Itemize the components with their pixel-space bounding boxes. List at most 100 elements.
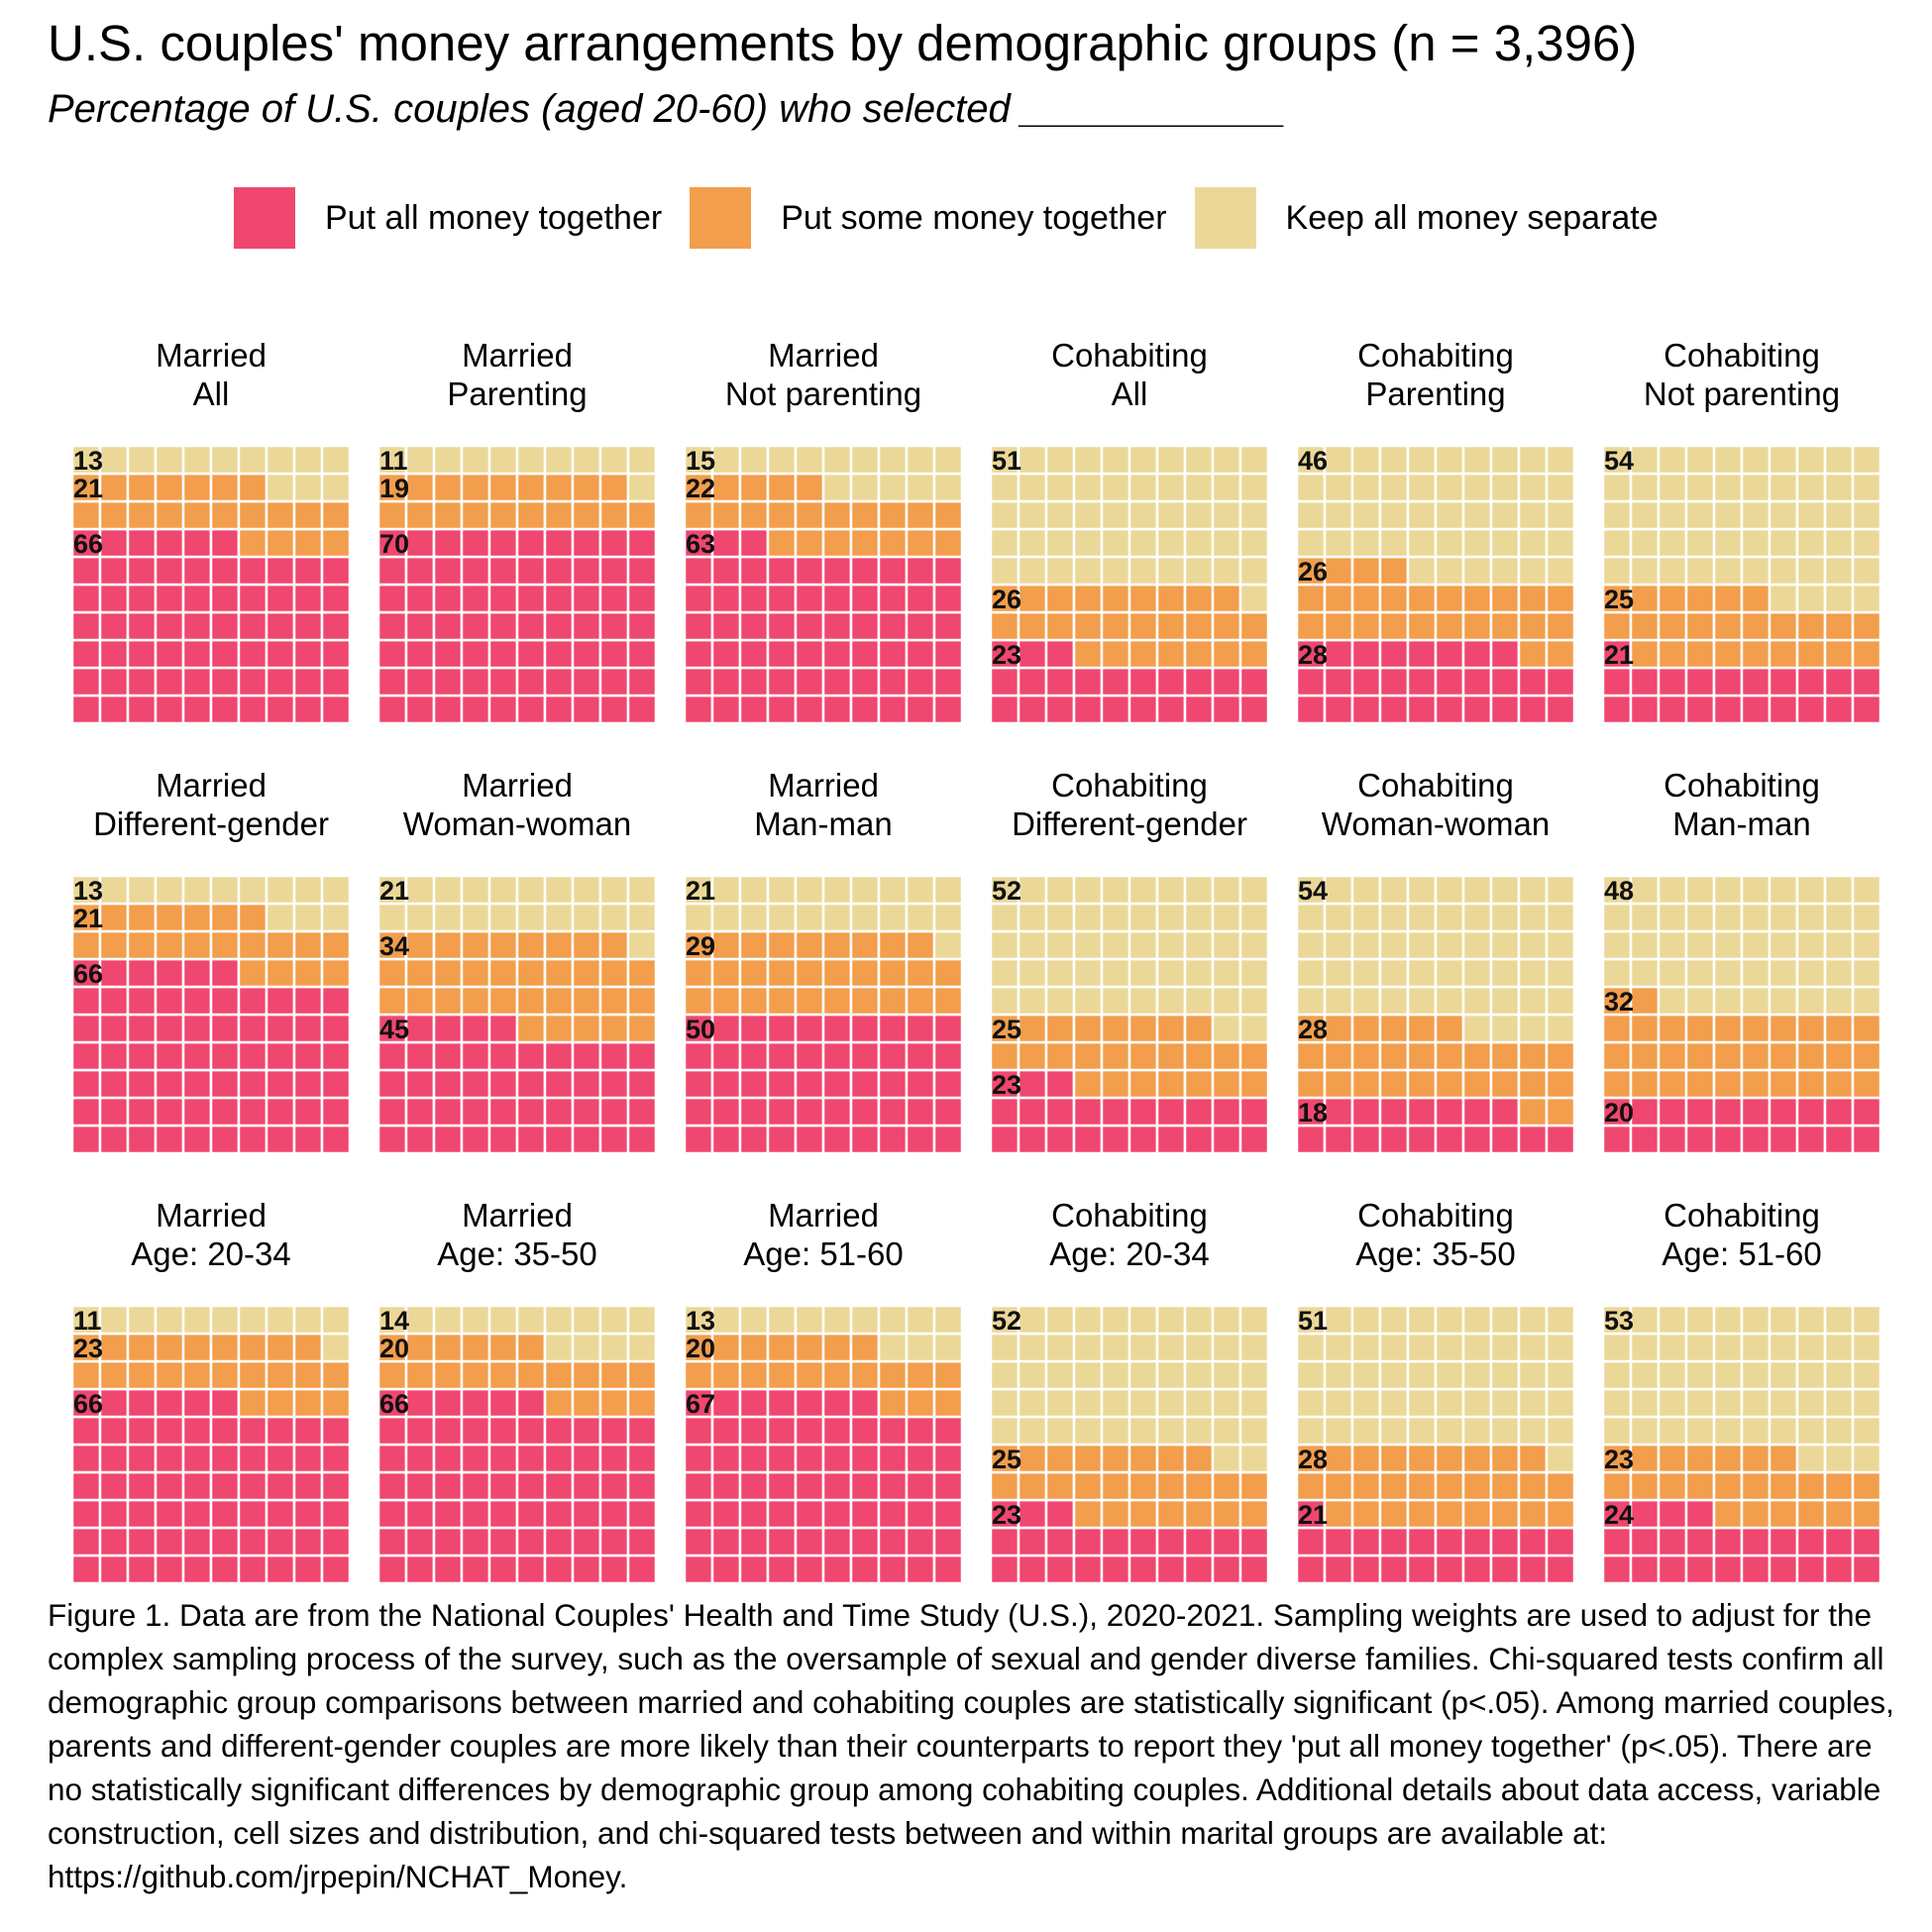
waffle-cell-some-together: [1183, 1013, 1215, 1044]
waffle-cell-all-together: [237, 638, 268, 670]
waffle-cell-some-together: [1295, 1443, 1327, 1474]
waffle-cell-all-together: [598, 666, 630, 698]
legend-item-separate: Keep all money separate: [1194, 187, 1659, 249]
waffle-cell-all-together: [794, 1068, 825, 1100]
waffle-cell-all-together: [626, 1068, 658, 1100]
waffle-cell-all-together: [598, 1415, 630, 1447]
waffle-cell-separate: [1434, 1359, 1465, 1391]
waffle-cell-all-together: [460, 1096, 491, 1127]
panel-title-group: Woman-woman: [403, 805, 631, 842]
waffle-cell-all-together: [432, 527, 464, 559]
waffle-cell-separate: [1740, 499, 1771, 531]
waffle-cell-some-together: [1323, 1068, 1354, 1100]
waffle-cell-some-together: [1044, 1013, 1076, 1044]
waffle-cell-separate: [1044, 1359, 1076, 1391]
waffle-cell-all-together: [1211, 1554, 1242, 1585]
waffle-cell-some-together: [1795, 1068, 1827, 1100]
waffle-cell-some-together: [1629, 1013, 1661, 1044]
waffle-cell-some-together: [626, 985, 658, 1017]
waffle-cell-separate: [1406, 472, 1438, 503]
value-label-all-together: 24: [1604, 1500, 1634, 1530]
waffle-cell-some-together: [1823, 638, 1855, 670]
waffle-cell-separate: [1155, 929, 1187, 961]
waffle-cell-all-together: [1768, 694, 1799, 725]
waffle-cell-all-together: [877, 666, 909, 698]
waffle-cell-all-together: [292, 1415, 324, 1447]
waffle-cell-some-together: [598, 1013, 630, 1044]
waffle-cell-all-together: [98, 1124, 130, 1155]
waffle-cell-separate: [1238, 1332, 1270, 1363]
waffle-cell-separate: [1823, 874, 1855, 906]
waffle-cell-all-together: [1768, 1124, 1799, 1155]
waffle-cell-separate: [98, 444, 130, 476]
waffle-cell-all-together: [1434, 694, 1465, 725]
waffle-cell-all-together: [1740, 1526, 1771, 1557]
waffle-cell-separate: [1155, 1387, 1187, 1419]
waffle-cell-separate: [1238, 1304, 1270, 1336]
waffle-cell-all-together: [98, 1013, 130, 1044]
waffle-cell-some-together: [126, 499, 158, 531]
waffle-cell-some-together: [1629, 1443, 1661, 1474]
waffle-cell-all-together: [1823, 666, 1855, 698]
waffle-cell-all-together: [320, 985, 352, 1017]
waffle-cell-all-together: [877, 1554, 909, 1585]
waffle-cell-separate: [1740, 555, 1771, 587]
waffle-cell-all-together: [320, 1526, 352, 1557]
waffle-cell-some-together: [683, 957, 714, 989]
waffle-cell-all-together: [738, 1415, 770, 1447]
panel-title-status: Cohabiting: [1664, 767, 1820, 804]
waffle-cell-all-together: [1517, 694, 1549, 725]
waffle-cell-all-together: [598, 1040, 630, 1072]
waffle-cell-some-together: [1489, 1068, 1521, 1100]
waffle-cell-all-together: [1295, 1124, 1327, 1155]
waffle-cell-separate: [1127, 527, 1159, 559]
waffle-cell-all-together: [460, 555, 491, 587]
waffle-cell-separate: [598, 444, 630, 476]
waffle-cell-all-together: [292, 1040, 324, 1072]
waffle-cell-all-together: [821, 583, 853, 614]
value-label-some-together: 20: [686, 1334, 715, 1363]
waffle-cell-all-together: [710, 694, 742, 725]
waffle-cell-separate: [626, 929, 658, 961]
waffle-cell-separate: [487, 444, 519, 476]
waffle-cell-separate: [1768, 1359, 1799, 1391]
waffle-cell-all-together: [1183, 1554, 1215, 1585]
waffle-cell-separate: [1851, 527, 1882, 559]
waffle-cell-some-together: [1768, 1068, 1799, 1100]
waffle-cell-separate: [1517, 499, 1549, 531]
waffle-cell-all-together: [738, 638, 770, 670]
waffle-cell-separate: [1795, 1387, 1827, 1419]
waffle-cell-some-together: [1072, 1498, 1104, 1530]
value-label-separate: 51: [1298, 1306, 1328, 1336]
waffle-cell-some-together: [126, 1359, 158, 1391]
waffle-cell-all-together: [1740, 1554, 1771, 1585]
waffle-cell-separate: [1100, 1304, 1131, 1336]
waffle-cell-all-together: [738, 1470, 770, 1502]
waffle-cell-all-together: [209, 555, 241, 587]
waffle-cell-some-together: [1323, 583, 1354, 614]
waffle-cell-separate: [1155, 499, 1187, 531]
waffle-cell-all-together: [849, 1013, 881, 1044]
waffle-cell-separate: [598, 1304, 630, 1336]
value-label-separate: 53: [1604, 1306, 1634, 1336]
value-label-separate: 54: [1604, 446, 1634, 476]
waffle-cell-all-together: [710, 1470, 742, 1502]
waffle-cell-separate: [1823, 1332, 1855, 1363]
waffle-cell-all-together: [432, 1013, 464, 1044]
waffle-cell-all-together: [766, 1096, 798, 1127]
waffle-cell-separate: [1601, 499, 1633, 531]
waffle-cell-some-together: [1684, 1470, 1716, 1502]
waffle-cell-separate: [1823, 1387, 1855, 1419]
waffle-cell-separate: [1100, 1415, 1131, 1447]
waffle-cell-some-together: [1350, 610, 1382, 642]
waffle-cell-all-together: [683, 1124, 714, 1155]
waffle-cell-all-together: [460, 666, 491, 698]
waffle-cell-all-together: [154, 638, 185, 670]
waffle-cell-some-together: [989, 610, 1020, 642]
waffle-cell-some-together: [821, 1332, 853, 1363]
waffle-cell-all-together: [1100, 1124, 1131, 1155]
waffle-cell-all-together: [1295, 1526, 1327, 1557]
waffle-cell-some-together: [460, 1359, 491, 1391]
waffle-cell-all-together: [487, 527, 519, 559]
